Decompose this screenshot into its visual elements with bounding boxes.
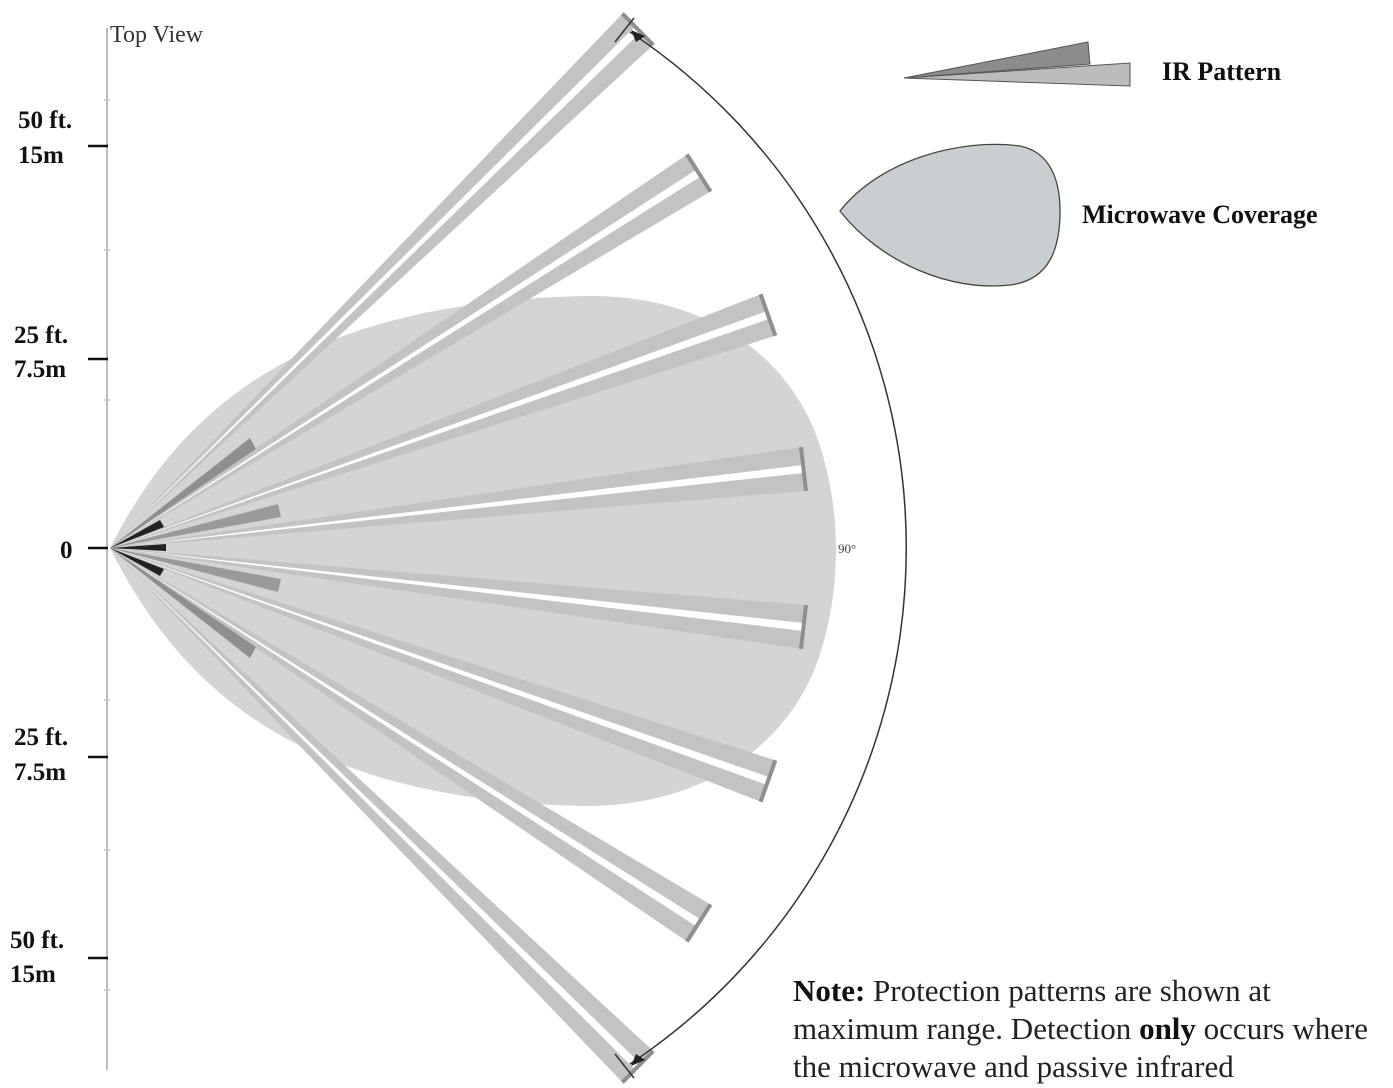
view-label: Top View: [110, 22, 204, 48]
near-origin-beams: [110, 438, 281, 658]
ir-beam-5-tip: [799, 604, 808, 650]
axis-minor-ticks: [104, 99, 110, 991]
scale-label-7-5m-top: 7.5m: [14, 356, 66, 383]
ir-beam-1-tip: [620, 12, 655, 47]
ir-beam-5-outer: [110, 548, 808, 650]
note-text: Note: Protection patterns are shown at m…: [793, 972, 1393, 1086]
legend-microwave-label: Microwave Coverage: [1082, 200, 1318, 229]
note-lead: Note:: [793, 973, 866, 1008]
ir-beam-1-gap: [110, 25, 643, 548]
ir-beam-5-gap: [110, 548, 806, 632]
ir-beam-1: [110, 12, 655, 548]
ir-beam-3-tip: [758, 293, 778, 337]
scale-label-25ft-bottom: 25 ft.: [14, 724, 68, 751]
scale-label-50ft-top: 50 ft.: [18, 107, 72, 134]
near-beam-lower-mid: [110, 548, 281, 592]
scale-label-7-5m-bottom: 7.5m: [14, 759, 66, 786]
scale-label-15m-bottom: 15m: [10, 961, 56, 988]
angle-arc: [629, 31, 907, 1065]
legend-ir-label: IR Pattern: [1162, 57, 1282, 86]
ir-beam-7-outer: [110, 548, 713, 943]
legend-microwave-icon: [839, 143, 1061, 287]
near-beam-lower-outer: [110, 548, 256, 658]
ir-beam-7: [110, 548, 713, 943]
ir-beam-4: [110, 446, 808, 548]
legend-ir: IR Pattern: [903, 41, 1282, 87]
ir-beam-7-gap: [110, 548, 703, 928]
ir-beam-4-tip: [799, 446, 808, 492]
near-beam-lower-inner: [110, 548, 164, 576]
scale-label-50ft-bottom: 50 ft.: [10, 927, 64, 954]
ir-beam-6-gap: [110, 548, 772, 786]
ir-beam-3-outer: [110, 293, 778, 548]
ir-beam-8-gap: [110, 548, 643, 1071]
near-beam-upper-mid: [110, 504, 281, 548]
ir-beam-group: [110, 12, 808, 1084]
near-beam-upper-inner: [110, 520, 164, 548]
note-text-1: Protection patterns are shown at maximum…: [793, 973, 1271, 1046]
legend-microwave: Microwave Coverage: [839, 143, 1318, 287]
scale-label-25ft-top: 25 ft.: [14, 322, 68, 349]
microwave-coverage-area: [110, 295, 836, 806]
scale-label-15m-top: 15m: [18, 142, 64, 169]
ir-beam-6-tip: [758, 759, 778, 803]
ir-beam-3-gap: [110, 310, 772, 548]
legend-ir-icon: [903, 41, 1091, 79]
note-text-2: occurs where the microwave and passive i…: [793, 1011, 1369, 1084]
ir-beam-4-gap: [110, 464, 806, 548]
ir-beam-6-outer: [110, 548, 778, 803]
ir-beam-4-outer: [110, 446, 808, 548]
arc-arrowhead-top: [631, 30, 645, 42]
ir-beam-2: [110, 153, 713, 548]
near-beam-center: [110, 544, 166, 551]
ir-beam-2-tip: [685, 153, 713, 193]
angle-label: 90°: [838, 541, 856, 556]
ir-beam-3: [110, 293, 778, 548]
ir-beam-6: [110, 548, 778, 803]
ir-beam-7-tip: [685, 903, 713, 943]
legend-ir-icon-lower: [903, 62, 1131, 87]
ir-beam-8-tip: [620, 1049, 655, 1084]
note-emphasis: only: [1139, 1011, 1196, 1046]
ir-beam-2-gap: [110, 168, 703, 548]
ir-beam-5: [110, 548, 808, 650]
near-beam-upper-outer: [110, 438, 256, 548]
ir-beam-8: [110, 548, 655, 1084]
arc-end-tick-bottom: [614, 1053, 635, 1079]
scale-label-zero: 0: [60, 537, 73, 564]
arc-end-tick-top: [614, 17, 635, 43]
arc-arrowhead-bottom: [631, 1054, 645, 1066]
ir-beam-2-outer: [110, 153, 713, 548]
